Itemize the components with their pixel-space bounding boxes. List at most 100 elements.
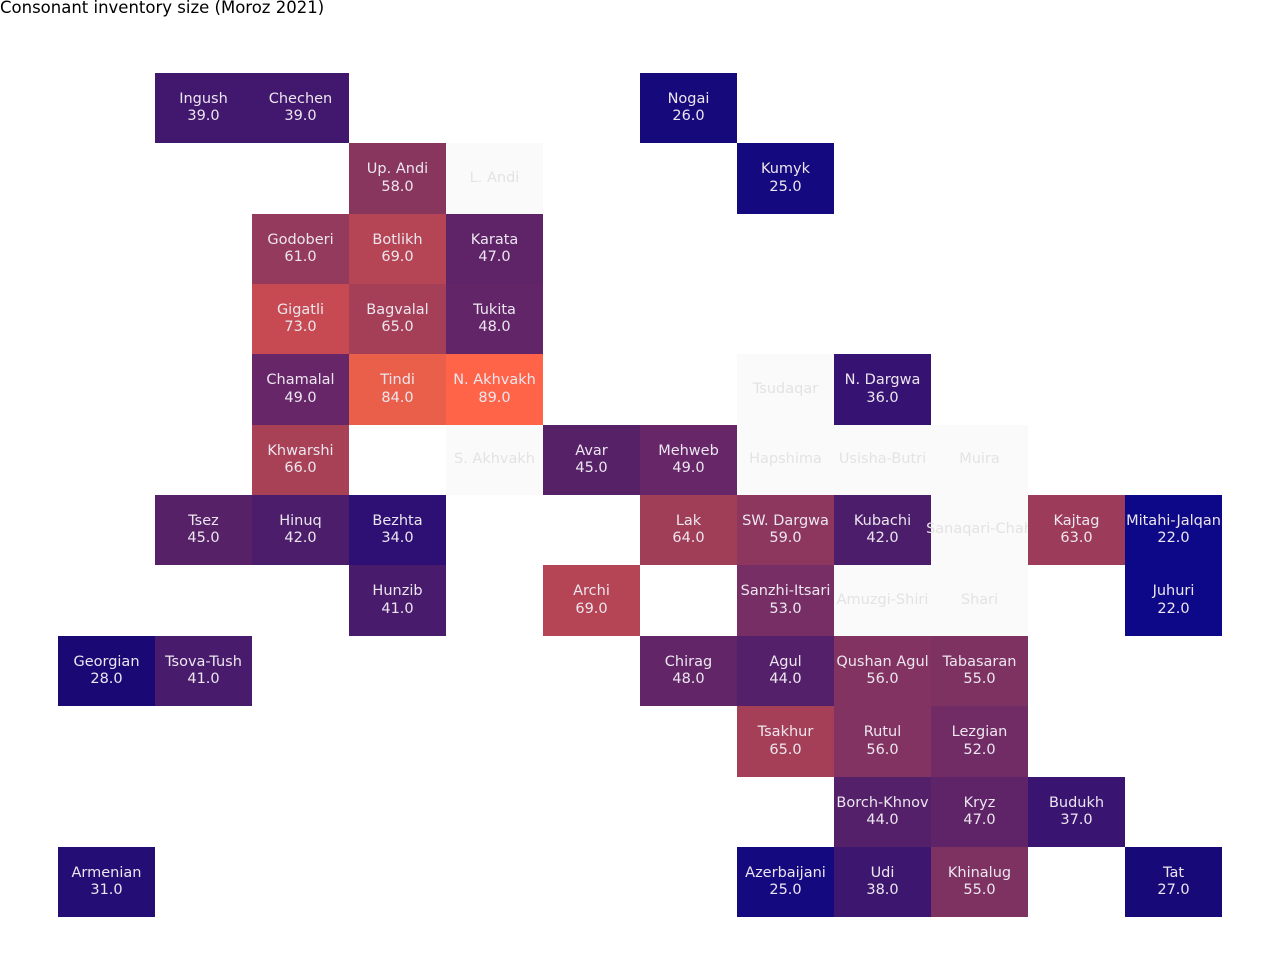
heatmap-cell: Up. Andi 58.0 — [349, 143, 446, 214]
cell-label: Borch-Khnov — [836, 794, 929, 811]
cell-label: Kumyk — [760, 161, 811, 177]
cell-label: Karata — [470, 231, 519, 248]
cell-label: Shari — [960, 591, 999, 608]
cell-value: 69.0 — [575, 600, 608, 617]
cell-label: Khinalug — [947, 864, 1012, 881]
heatmap-cell: Lak 64.0 — [640, 495, 737, 565]
cell-label: Sanaqari-Chah — [926, 521, 1033, 538]
cell-label: Tsudaqar — [752, 380, 819, 397]
cell-label: Tsakhur — [757, 724, 814, 740]
cell-label: Chechen — [268, 90, 333, 107]
heatmap-cell: Tsakhur 65.0 — [737, 706, 834, 777]
cell-label: Lak — [675, 512, 702, 529]
heatmap-cell: Botlikh 69.0 — [349, 214, 446, 284]
cell-value: 58.0 — [381, 178, 414, 195]
heatmap-cell: Ingush 39.0 — [155, 73, 252, 143]
cell-label: Avar — [575, 442, 608, 459]
cell-value: 56.0 — [866, 671, 899, 687]
cell-label: Tsova-Tush — [165, 653, 242, 670]
heatmap-cell: N. Akhvakh 89.0 — [446, 354, 543, 425]
heatmap-cell: Archi 69.0 — [543, 565, 640, 636]
cell-value: 22.0 — [1157, 530, 1190, 546]
heatmap-cell: Mitahi-Jalqan 22.0 — [1125, 495, 1222, 565]
heatmap-cell: Azerbaijani 25.0 — [737, 847, 834, 917]
cell-label: Hunzib — [372, 583, 423, 599]
heatmap-cell: Chirag 48.0 — [640, 636, 737, 706]
cell-value: 66.0 — [284, 460, 317, 476]
cell-value: 63.0 — [1060, 530, 1093, 546]
heatmap-cell: Bezhta 34.0 — [349, 495, 446, 565]
cell-label: Hinuq — [279, 512, 322, 529]
heatmap-cell: Muira — [931, 425, 1028, 495]
cell-value: 39.0 — [187, 108, 220, 124]
cell-value: 53.0 — [769, 600, 802, 617]
cell-value: 38.0 — [866, 882, 899, 898]
heatmap-cell: Bagvalal 65.0 — [349, 284, 446, 354]
heatmap-cell: Tsova-Tush 41.0 — [155, 636, 252, 706]
cell-value: 65.0 — [769, 741, 802, 758]
cell-value: 41.0 — [381, 600, 414, 617]
heatmap-cell: Tukita 48.0 — [446, 284, 543, 354]
heatmap-cell: Sanaqari-Chah — [926, 495, 1033, 565]
cell-label: Godoberi — [267, 231, 334, 248]
heatmap-cell: Lezgian 52.0 — [931, 706, 1028, 777]
heatmap-cell: Amuzgi-Shiri — [834, 565, 931, 636]
cell-value: 61.0 — [284, 249, 317, 265]
cell-value: 69.0 — [381, 249, 414, 265]
heatmap-cell: S. Akhvakh — [446, 425, 543, 495]
cell-value: 42.0 — [284, 530, 317, 546]
cell-value: 31.0 — [90, 882, 123, 898]
cell-value: 89.0 — [478, 389, 511, 406]
heatmap-cell: Borch-Khnov 44.0 — [834, 777, 931, 847]
cell-value: 26.0 — [672, 108, 705, 124]
cell-value: 65.0 — [381, 319, 414, 335]
cell-value: 45.0 — [187, 530, 220, 546]
cell-value: 45.0 — [575, 460, 608, 476]
heatmap-cell: Agul 44.0 — [737, 636, 834, 706]
heatmap-cell: Tabasaran 55.0 — [931, 636, 1028, 706]
heatmap-cell: Gigatli 73.0 — [252, 284, 349, 354]
cell-label: Usisha-Butri — [838, 451, 927, 468]
cell-label: Gigatli — [276, 301, 325, 318]
cell-label: Lezgian — [951, 724, 1008, 740]
cell-label: Muira — [959, 451, 1000, 468]
cell-label: Archi — [573, 583, 610, 599]
cell-label: Bezhta — [372, 512, 423, 529]
cell-value: 48.0 — [672, 671, 705, 687]
heatmap-cell: Tsez 45.0 — [155, 495, 252, 565]
cell-value: 47.0 — [963, 812, 996, 828]
heatmap-cell: Mehweb 49.0 — [640, 425, 737, 495]
heatmap-cell: Georgian 28.0 — [58, 636, 155, 706]
heatmap-cell: Chechen 39.0 — [252, 73, 349, 143]
cell-value: 39.0 — [284, 108, 317, 124]
heatmap-cell: Juhuri 22.0 — [1125, 565, 1222, 636]
cell-label: Budukh — [1048, 794, 1105, 811]
heatmap-cell: Nogai 26.0 — [640, 73, 737, 143]
chart-title: Consonant inventory size (Moroz 2021) — [0, 0, 325, 17]
heatmap-cell: L. Andi — [446, 143, 543, 214]
cell-label: L. Andi — [469, 169, 520, 186]
cell-value: 41.0 — [187, 671, 220, 687]
cell-value: 49.0 — [672, 460, 705, 476]
cell-value: 36.0 — [866, 389, 899, 406]
heatmap-cell: Hunzib 41.0 — [349, 565, 446, 636]
cell-label: S. Akhvakh — [454, 451, 535, 468]
cell-value: 27.0 — [1157, 882, 1190, 898]
heatmap-cell: Tsudaqar — [737, 354, 834, 425]
cell-value: 64.0 — [672, 530, 705, 546]
cell-label: Tukita — [473, 301, 516, 318]
heatmap-cell: Hapshima — [737, 425, 834, 495]
cell-value: 52.0 — [963, 741, 996, 758]
cell-label: Mehweb — [658, 442, 719, 459]
cell-label: Chamalal — [266, 372, 335, 388]
cell-label: Agul — [769, 653, 802, 670]
cell-value: 25.0 — [769, 882, 802, 898]
cell-value: 49.0 — [284, 389, 317, 406]
cell-label: Kryz — [963, 794, 996, 811]
cell-label: Mitahi-Jalqan — [1126, 512, 1221, 529]
cell-label: Hapshima — [749, 451, 822, 468]
cell-label: Tindi — [380, 372, 415, 388]
cell-label: Khwarshi — [267, 442, 334, 459]
cell-label: Tat — [1162, 864, 1185, 881]
cell-label: Rutul — [863, 724, 902, 740]
